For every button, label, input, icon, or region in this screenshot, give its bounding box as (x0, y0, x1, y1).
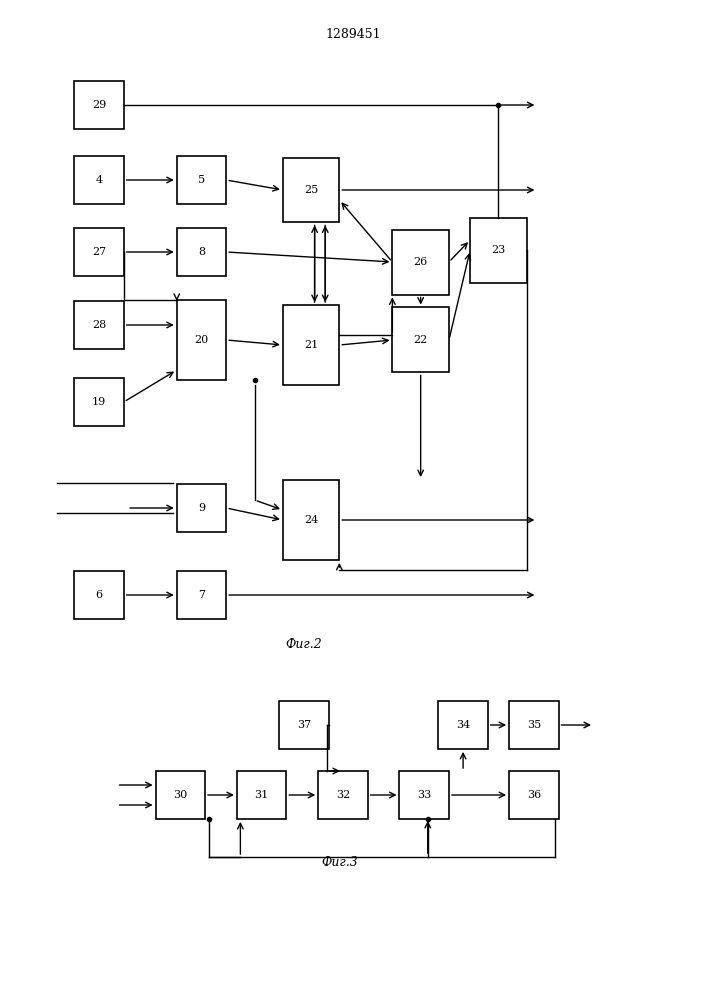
Text: 24: 24 (304, 515, 318, 525)
FancyBboxPatch shape (470, 218, 527, 282)
Text: 34: 34 (456, 720, 470, 730)
FancyBboxPatch shape (399, 771, 449, 819)
Text: 6: 6 (95, 590, 103, 600)
Text: 30: 30 (173, 790, 187, 800)
Text: 5: 5 (198, 175, 205, 185)
Text: 19: 19 (92, 397, 106, 407)
FancyBboxPatch shape (283, 157, 339, 222)
FancyBboxPatch shape (392, 307, 449, 372)
FancyBboxPatch shape (177, 484, 226, 532)
Text: 29: 29 (92, 100, 106, 110)
FancyBboxPatch shape (74, 81, 124, 129)
Text: 8: 8 (198, 247, 205, 257)
Text: 28: 28 (92, 320, 106, 330)
FancyBboxPatch shape (156, 771, 205, 819)
Text: 9: 9 (198, 503, 205, 513)
Text: Фиг.2: Фиг.2 (286, 639, 322, 652)
FancyBboxPatch shape (392, 230, 449, 294)
FancyBboxPatch shape (509, 701, 559, 749)
Text: 26: 26 (414, 257, 428, 267)
Text: 37: 37 (297, 720, 311, 730)
Text: 21: 21 (304, 340, 318, 350)
FancyBboxPatch shape (74, 156, 124, 204)
Text: 7: 7 (198, 590, 205, 600)
FancyBboxPatch shape (438, 701, 488, 749)
FancyBboxPatch shape (74, 571, 124, 619)
Text: 23: 23 (491, 245, 506, 255)
Text: 33: 33 (417, 790, 431, 800)
Text: 22: 22 (414, 335, 428, 345)
Text: 35: 35 (527, 720, 541, 730)
FancyBboxPatch shape (279, 701, 329, 749)
Text: 36: 36 (527, 790, 541, 800)
Text: 27: 27 (92, 247, 106, 257)
FancyBboxPatch shape (177, 156, 226, 204)
FancyBboxPatch shape (74, 301, 124, 349)
Text: Фиг.3: Фиг.3 (321, 856, 358, 868)
FancyBboxPatch shape (509, 771, 559, 819)
Text: 25: 25 (304, 185, 318, 195)
FancyBboxPatch shape (74, 228, 124, 276)
FancyBboxPatch shape (283, 480, 339, 560)
FancyBboxPatch shape (237, 771, 286, 819)
FancyBboxPatch shape (177, 300, 226, 380)
FancyBboxPatch shape (177, 571, 226, 619)
Text: 1289451: 1289451 (326, 28, 381, 41)
Text: 31: 31 (255, 790, 269, 800)
Text: 20: 20 (194, 335, 209, 345)
Text: 32: 32 (336, 790, 350, 800)
FancyBboxPatch shape (318, 771, 368, 819)
FancyBboxPatch shape (283, 305, 339, 385)
Text: 4: 4 (95, 175, 103, 185)
FancyBboxPatch shape (177, 228, 226, 276)
FancyBboxPatch shape (74, 378, 124, 426)
